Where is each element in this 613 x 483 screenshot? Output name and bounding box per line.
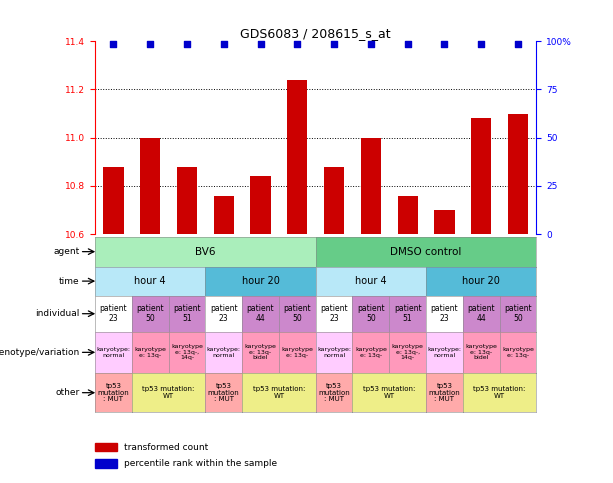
Text: tp53 mutation:
WT: tp53 mutation: WT — [473, 386, 526, 399]
Text: other: other — [55, 388, 80, 397]
Point — [366, 40, 376, 48]
Text: tp53
mutation
: MUT: tp53 mutation : MUT — [97, 383, 129, 402]
Point — [219, 40, 229, 48]
Point — [109, 40, 118, 48]
Bar — [214, 196, 234, 234]
Bar — [361, 138, 381, 234]
Point — [476, 40, 486, 48]
Point — [513, 40, 523, 48]
Text: patient
51: patient 51 — [394, 304, 422, 323]
Bar — [435, 210, 455, 234]
Text: karyotype
e: 13q-: karyotype e: 13q- — [281, 347, 313, 357]
Bar — [140, 138, 161, 234]
Text: agent: agent — [53, 247, 80, 256]
Point — [292, 40, 302, 48]
Point — [329, 40, 339, 48]
Text: karyotype
e: 13q-
bidel: karyotype e: 13q- bidel — [245, 344, 276, 360]
Text: hour 4: hour 4 — [355, 276, 387, 286]
Bar — [95, 442, 117, 452]
Text: karyotype
e: 13q-: karyotype e: 13q- — [355, 347, 387, 357]
Text: DMSO control: DMSO control — [390, 247, 462, 256]
Text: time: time — [59, 277, 80, 285]
Point — [182, 40, 192, 48]
Text: patient
23: patient 23 — [430, 304, 459, 323]
Text: karyotype
e: 13q-,
14q-: karyotype e: 13q-, 14q- — [392, 344, 424, 360]
Text: tp53
mutation
: MUT: tp53 mutation : MUT — [318, 383, 350, 402]
Text: tp53 mutation:
WT: tp53 mutation: WT — [142, 386, 195, 399]
Bar — [398, 196, 418, 234]
Text: tp53 mutation:
WT: tp53 mutation: WT — [253, 386, 305, 399]
Title: GDS6083 / 208615_s_at: GDS6083 / 208615_s_at — [240, 27, 391, 40]
Point — [403, 40, 413, 48]
Bar — [287, 80, 308, 234]
Text: hour 20: hour 20 — [242, 276, 280, 286]
Text: patient
50: patient 50 — [357, 304, 385, 323]
Text: karyotype
e: 13q-: karyotype e: 13q- — [502, 347, 534, 357]
Bar — [103, 167, 124, 234]
Point — [440, 40, 449, 48]
Text: karyotype:
normal: karyotype: normal — [317, 347, 351, 357]
Text: patient
44: patient 44 — [467, 304, 495, 323]
Text: patient
50: patient 50 — [283, 304, 311, 323]
Text: karyotype
e: 13q-,
14q-: karyotype e: 13q-, 14q- — [171, 344, 203, 360]
Text: karyotype:
normal: karyotype: normal — [207, 347, 241, 357]
Bar — [251, 176, 271, 234]
Text: hour 4: hour 4 — [134, 276, 166, 286]
Text: individual: individual — [36, 309, 80, 318]
Text: patient
50: patient 50 — [504, 304, 532, 323]
Text: karyotype
e: 13q-: karyotype e: 13q- — [134, 347, 166, 357]
Text: patient
44: patient 44 — [246, 304, 275, 323]
Point — [145, 40, 155, 48]
Bar — [95, 459, 117, 468]
Text: genotype/variation: genotype/variation — [0, 348, 80, 357]
Text: karyotype
e: 13q-
bidel: karyotype e: 13q- bidel — [465, 344, 497, 360]
Text: tp53
mutation
: MUT: tp53 mutation : MUT — [428, 383, 460, 402]
Text: transformed count: transformed count — [124, 442, 208, 452]
Text: patient
50: patient 50 — [136, 304, 164, 323]
Point — [256, 40, 265, 48]
Text: patient
23: patient 23 — [320, 304, 348, 323]
Text: karyotype:
normal: karyotype: normal — [96, 347, 131, 357]
Text: patient
51: patient 51 — [173, 304, 201, 323]
Text: tp53
mutation
: MUT: tp53 mutation : MUT — [208, 383, 240, 402]
Text: karyotype:
normal: karyotype: normal — [427, 347, 462, 357]
Text: BV6: BV6 — [195, 247, 216, 256]
Text: hour 20: hour 20 — [462, 276, 500, 286]
Text: percentile rank within the sample: percentile rank within the sample — [124, 459, 278, 468]
Text: patient
23: patient 23 — [99, 304, 128, 323]
Bar — [177, 167, 197, 234]
Bar — [508, 114, 528, 234]
Text: patient
23: patient 23 — [210, 304, 238, 323]
Bar — [471, 118, 492, 234]
Bar — [324, 167, 345, 234]
Text: tp53 mutation:
WT: tp53 mutation: WT — [363, 386, 416, 399]
